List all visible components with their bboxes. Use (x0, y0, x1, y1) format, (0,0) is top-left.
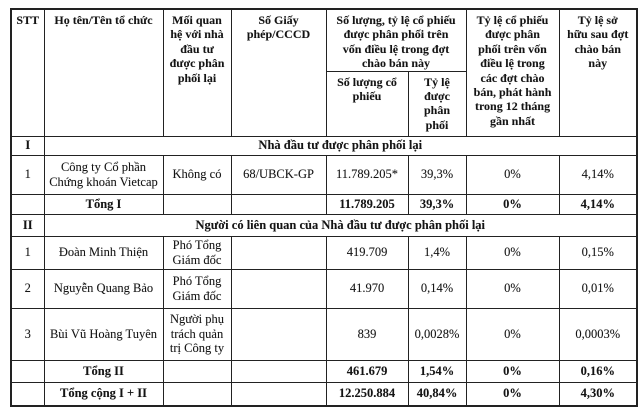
cell-shares: 41.970 (325, 268, 409, 309)
cell-name: Đoàn Minh Thiện (43, 235, 164, 270)
section-1-number: I (10, 135, 45, 156)
grand-total-after: 4,30% (558, 381, 638, 407)
cell-relation: Người phụ trách quản trị Công ty (162, 307, 232, 361)
total-1-shares: 11.789.205 (325, 193, 409, 215)
table-body: I Nhà đầu tư được phân phối lại 1 Công t… (10, 135, 638, 407)
cell-stt: 1 (10, 235, 45, 270)
section-2-title: Người có liên quan của Nhà đầu tư được p… (43, 213, 638, 237)
header-offering-group: Số lượng, tỷ lệ cổ phiếu được phân phối … (325, 8, 467, 72)
header-relation: Mối quan hệ với nhà đầu tư được phân phố… (162, 8, 232, 137)
table-row: 1 Công ty Cổ phần Chứng khoán Vietcap Kh… (10, 154, 638, 195)
table-header: STT Họ tên/Tên tổ chức Mối quan hệ với n… (10, 8, 638, 137)
table-row: 2 Nguyễn Quang Bảo Phó Tổng Giám đốc 41.… (10, 268, 638, 309)
table-row: 3 Bùi Vũ Hoàng Tuyên Người phụ trách quả… (10, 307, 638, 361)
cell-ratio-12m: 0% (465, 235, 560, 270)
cell-relation (162, 359, 232, 383)
cell-after: 0,01% (558, 268, 638, 309)
cell-shares: 11.789.205* (325, 154, 409, 195)
total-2-ratio-12m: 0% (465, 359, 560, 383)
section-1-title: Nhà đầu tư được phân phối lại (43, 135, 638, 156)
cell-relation (162, 193, 232, 215)
cell-relation: Không có (162, 154, 232, 195)
cell-stt (10, 381, 45, 407)
grand-total-ratio: 40,84% (407, 381, 467, 407)
cell-relation: Phó Tổng Giám đốc (162, 268, 232, 309)
section-2-number: II (10, 213, 45, 237)
cell-after: 0,15% (558, 235, 638, 270)
total-row-1: Tổng I 11.789.205 39,3% 0% 4,14% (10, 193, 638, 215)
cell-name: Bùi Vũ Hoàng Tuyên (43, 307, 164, 361)
grand-total-row: Tổng cộng I + II 12.250.884 40,84% 0% 4,… (10, 381, 638, 407)
header-stt: STT (10, 8, 45, 137)
section-row-1: I Nhà đầu tư được phân phối lại (10, 135, 638, 156)
header-name: Họ tên/Tên tổ chức (43, 8, 164, 137)
cell-ratio: 0,14% (407, 268, 467, 309)
section-row-2: II Người có liên quan của Nhà đầu tư đượ… (10, 213, 638, 237)
cell-ratio: 1,4% (407, 235, 467, 270)
cell-relation (162, 381, 232, 407)
total-2-ratio: 1,54% (407, 359, 467, 383)
total-2-shares: 461.679 (325, 359, 409, 383)
cell-after: 4,14% (558, 154, 638, 195)
cell-shares: 419.709 (325, 235, 409, 270)
header-distributed-ratio: Tỷ lệ được phân phối (407, 70, 467, 137)
cell-ratio: 39,3% (407, 154, 467, 195)
grand-total-shares: 12.250.884 (325, 381, 409, 407)
total-2-after: 0,16% (558, 359, 638, 383)
cell-shares: 839 (325, 307, 409, 361)
total-1-after: 4,14% (558, 193, 638, 215)
cell-stt: 1 (10, 154, 45, 195)
cell-license: 68/UBCK-GP (230, 154, 327, 195)
header-ownership-after: Tỷ lệ sở hữu sau đợt chào bán này (558, 8, 638, 137)
cell-after: 0,0003% (558, 307, 638, 361)
table-row: 1 Đoàn Minh Thiện Phó Tổng Giám đốc 419.… (10, 235, 638, 270)
cell-name: Nguyễn Quang Bảo (43, 268, 164, 309)
total-1-label: Tổng I (43, 193, 164, 215)
cell-license (230, 268, 327, 309)
cell-ratio-12m: 0% (465, 307, 560, 361)
cell-license (230, 381, 327, 407)
cell-ratio-12m: 0% (465, 154, 560, 195)
cell-name: Công ty Cổ phần Chứng khoán Vietcap (43, 154, 164, 195)
cell-stt (10, 193, 45, 215)
share-distribution-table: STT Họ tên/Tên tổ chức Mối quan hệ với n… (10, 8, 639, 408)
header-share-count: Số lượng cổ phiếu (325, 70, 409, 137)
header-ratio-12m: Tỷ lệ cổ phiếu được phân phối trên vốn đ… (465, 8, 560, 137)
grand-total-label: Tổng cộng I + II (43, 381, 164, 407)
total-row-2: Tổng II 461.679 1,54% 0% 0,16% (10, 359, 638, 383)
total-2-label: Tổng II (43, 359, 164, 383)
header-license: Số Giấy phép/CCCD (230, 8, 327, 137)
header-row-2: Số lượng cổ phiếu Tỷ lệ được phân phối (11, 70, 637, 137)
cell-license (230, 235, 327, 270)
cell-license (230, 359, 327, 383)
cell-license (230, 193, 327, 215)
header-row-1: STT Họ tên/Tên tổ chức Mối quan hệ với n… (10, 8, 638, 137)
cell-license (230, 307, 327, 361)
grand-total-ratio-12m: 0% (465, 381, 560, 407)
total-1-ratio: 39,3% (407, 193, 467, 215)
cell-relation: Phó Tổng Giám đốc (162, 235, 232, 270)
cell-stt (10, 359, 45, 383)
cell-stt: 3 (10, 307, 45, 361)
cell-ratio: 0,0028% (407, 307, 467, 361)
cell-stt: 2 (10, 268, 45, 309)
cell-ratio-12m: 0% (465, 268, 560, 309)
total-1-ratio-12m: 0% (465, 193, 560, 215)
